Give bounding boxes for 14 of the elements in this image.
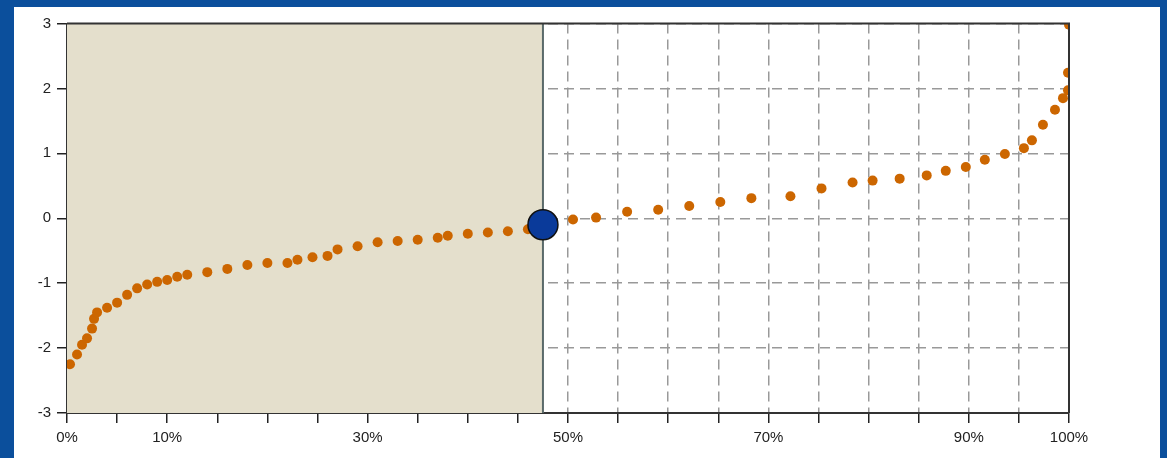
y-tick-label: -3 bbox=[37, 403, 51, 421]
y-tick-label: -2 bbox=[37, 338, 51, 356]
x-tick-label: 0% bbox=[56, 428, 78, 446]
y-tick-label: 0 bbox=[42, 208, 51, 226]
y-tick-label: -1 bbox=[37, 273, 51, 291]
x-tick-label: 50% bbox=[552, 428, 584, 446]
x-tick-label: 90% bbox=[953, 428, 984, 446]
y-tick-label: 3 bbox=[42, 13, 51, 31]
x-tick-label: 100% bbox=[1049, 428, 1089, 446]
x-tick-label: 30% bbox=[352, 428, 383, 446]
x-tick-label: 10% bbox=[152, 428, 183, 446]
x-tick-label: 70% bbox=[753, 428, 784, 446]
y-tick-label: 1 bbox=[42, 143, 51, 161]
y-tick-label: 2 bbox=[42, 78, 51, 96]
